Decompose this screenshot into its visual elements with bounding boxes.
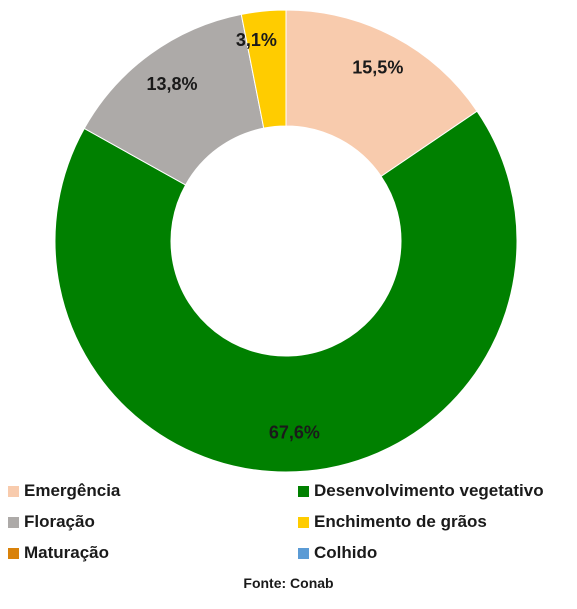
legend-swatch [8,516,19,528]
legend-label: Desenvolvimento vegetativo [314,481,544,500]
slice-label-2: 13,8% [147,74,198,94]
legend-swatch [298,516,309,528]
legend-label: Maturação [24,543,110,562]
legend-item: Floração [8,511,298,533]
slice-labels: 15,5% 67,6% 13,8% 3,1% [147,30,404,442]
legend-label: Colhido [314,543,378,562]
slice-label-3: 3,1% [236,30,277,50]
legend-item: Desenvolvimento vegetativo [298,480,574,502]
slice-3 [240,9,287,129]
slice-1 [54,110,518,473]
legend-swatch [8,547,19,559]
legend-item: Emergência [8,480,298,502]
legend-swatch [298,485,309,497]
legend-label: Enchimento de grãos [314,512,487,531]
legend-item: Colhido [298,542,574,564]
legend: Emergência Desenvolvimento vegetativo Flor… [8,480,574,564]
slice-label-0: 15,5% [352,58,403,78]
legend-item: Maturação [8,542,298,564]
slice-label-1: 67,6% [269,422,320,442]
legend-swatch [8,485,19,497]
source-note: Fonte: Conab [243,575,334,591]
legend-item: Enchimento de grãos [298,511,574,533]
slice-0 [285,9,478,178]
donut-slices [54,9,518,473]
legend-label: Emergência [24,481,121,500]
legend-label: Floração [24,512,95,531]
legend-swatch [298,547,309,559]
